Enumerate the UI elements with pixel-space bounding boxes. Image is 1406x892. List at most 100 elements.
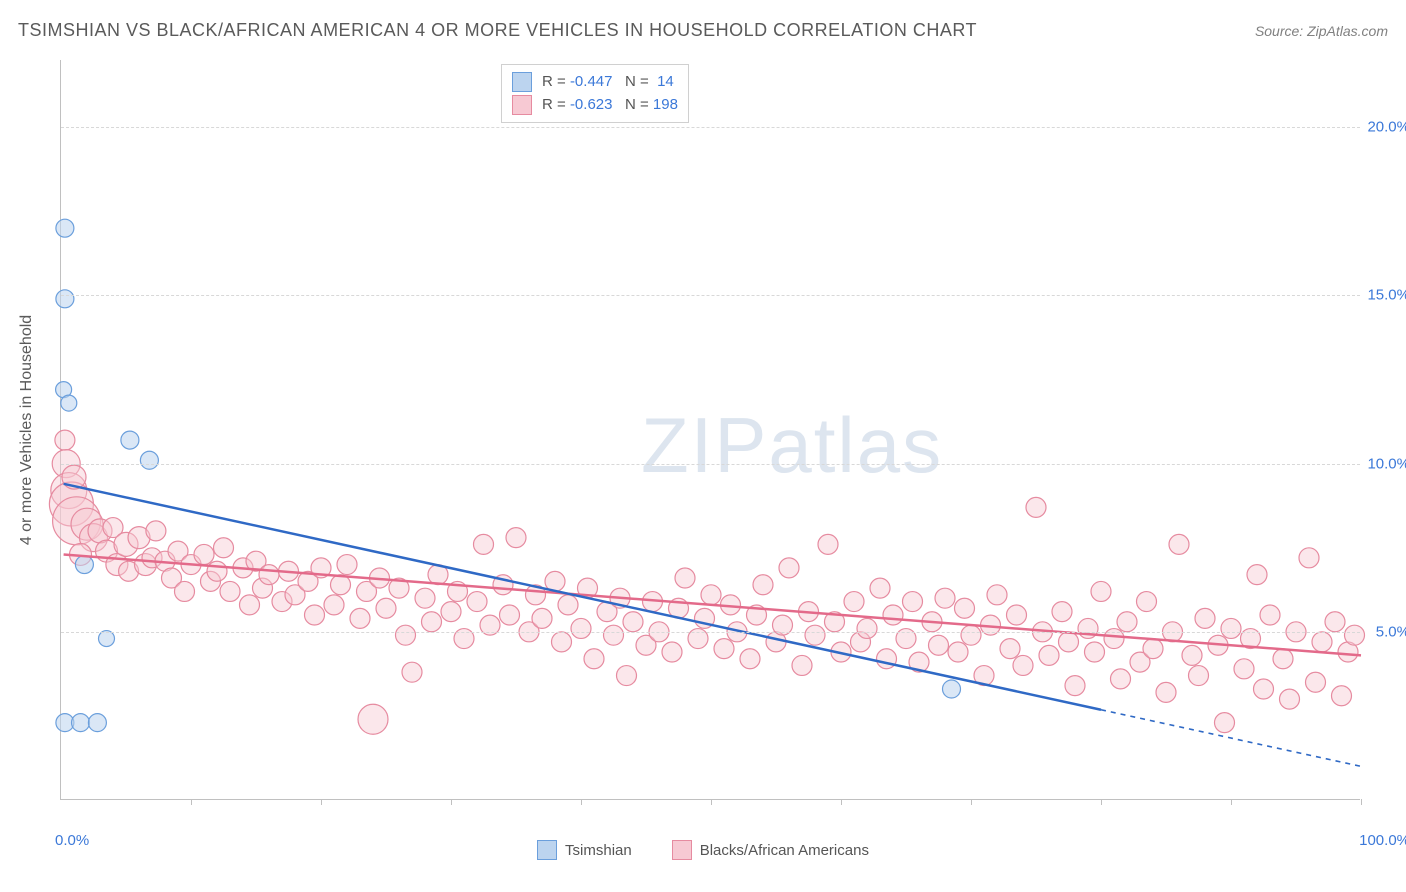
scatter-point — [604, 625, 624, 645]
legend-correlation: R = -0.447 N = 14R = -0.623 N = 198 — [501, 64, 689, 123]
legend-label: Tsimshian — [565, 842, 632, 859]
scatter-point — [571, 618, 591, 638]
scatter-point — [1234, 659, 1254, 679]
scatter-point — [220, 581, 240, 601]
scatter-point — [740, 649, 760, 669]
legend-swatch — [512, 95, 532, 115]
scatter-point — [1007, 605, 1027, 625]
scatter-point — [1273, 649, 1293, 669]
scatter-point — [324, 595, 344, 615]
scatter-point — [467, 592, 487, 612]
scatter-point — [1325, 612, 1345, 632]
scatter-point — [121, 431, 139, 449]
scatter-point — [1013, 655, 1033, 675]
scatter-point — [1000, 639, 1020, 659]
y-tick-label: 5.0% — [1364, 623, 1406, 640]
scatter-point — [75, 556, 93, 574]
scatter-point — [61, 395, 77, 411]
scatter-point — [870, 578, 890, 598]
scatter-point — [175, 581, 195, 601]
x-tick — [1231, 799, 1232, 805]
x-tick — [1361, 799, 1362, 805]
x-tick — [841, 799, 842, 805]
scatter-point — [662, 642, 682, 662]
scatter-point — [506, 528, 526, 548]
x-tick — [321, 799, 322, 805]
scatter-point — [623, 612, 643, 632]
legend-row: R = -0.447 N = 14 — [512, 71, 678, 94]
scatter-point — [415, 588, 435, 608]
scatter-point — [1059, 632, 1079, 652]
legend-text: R = -0.447 N = 14 — [542, 71, 674, 94]
scatter-point — [617, 666, 637, 686]
scatter-point — [259, 565, 279, 585]
chart-svg — [61, 60, 1360, 799]
scatter-point — [1156, 682, 1176, 702]
scatter-point — [1312, 632, 1332, 652]
scatter-point — [88, 714, 106, 732]
scatter-point — [1306, 672, 1326, 692]
legend-item: Tsimshian — [537, 840, 632, 860]
scatter-point — [857, 618, 877, 638]
scatter-point — [207, 561, 227, 581]
scatter-point — [55, 430, 75, 450]
gridline-h — [61, 464, 1360, 465]
scatter-point — [987, 585, 1007, 605]
scatter-point — [903, 592, 923, 612]
scatter-point — [675, 568, 695, 588]
scatter-point — [1111, 669, 1131, 689]
scatter-point — [1117, 612, 1137, 632]
scatter-point — [805, 625, 825, 645]
scatter-point — [474, 534, 494, 554]
x-tick — [451, 799, 452, 805]
scatter-point — [337, 555, 357, 575]
bottom-legend: Tsimshian Blacks/African Americans — [0, 840, 1406, 860]
scatter-point — [1085, 642, 1105, 662]
scatter-point — [792, 655, 812, 675]
scatter-point — [441, 602, 461, 622]
legend-swatch — [537, 840, 557, 860]
scatter-point — [779, 558, 799, 578]
scatter-point — [214, 538, 234, 558]
scatter-point — [948, 642, 968, 662]
scatter-point — [56, 219, 74, 237]
scatter-point — [1091, 581, 1111, 601]
scatter-point — [1195, 608, 1215, 628]
gridline-h — [61, 127, 1360, 128]
scatter-point — [1215, 713, 1235, 733]
scatter-point — [140, 451, 158, 469]
scatter-point — [305, 605, 325, 625]
y-tick-label: 10.0% — [1364, 455, 1406, 472]
scatter-point — [1247, 565, 1267, 585]
legend-item: Blacks/African Americans — [672, 840, 869, 860]
x-tick — [581, 799, 582, 805]
scatter-point — [72, 714, 90, 732]
scatter-point — [532, 608, 552, 628]
legend-swatch — [672, 840, 692, 860]
x-tick — [971, 799, 972, 805]
scatter-point — [1026, 497, 1046, 517]
legend-label: Blacks/African Americans — [700, 842, 869, 859]
scatter-point — [1345, 625, 1365, 645]
legend-swatch — [512, 72, 532, 92]
scatter-point — [194, 544, 214, 564]
scatter-point — [240, 595, 260, 615]
chart-title: TSIMSHIAN VS BLACK/AFRICAN AMERICAN 4 OR… — [18, 20, 977, 41]
scatter-point — [1189, 666, 1209, 686]
scatter-point — [552, 632, 572, 652]
y-axis-title: 4 or more Vehicles in Household — [18, 314, 36, 544]
scatter-point — [883, 605, 903, 625]
x-tick — [711, 799, 712, 805]
scatter-point — [753, 575, 773, 595]
scatter-point — [584, 649, 604, 669]
scatter-point — [1221, 618, 1241, 638]
header: TSIMSHIAN VS BLACK/AFRICAN AMERICAN 4 OR… — [18, 20, 1388, 41]
x-tick — [191, 799, 192, 805]
scatter-point — [1280, 689, 1300, 709]
scatter-point — [943, 680, 961, 698]
scatter-point — [714, 639, 734, 659]
scatter-point — [358, 704, 388, 734]
scatter-point — [402, 662, 422, 682]
scatter-point — [558, 595, 578, 615]
y-tick-label: 20.0% — [1364, 119, 1406, 136]
